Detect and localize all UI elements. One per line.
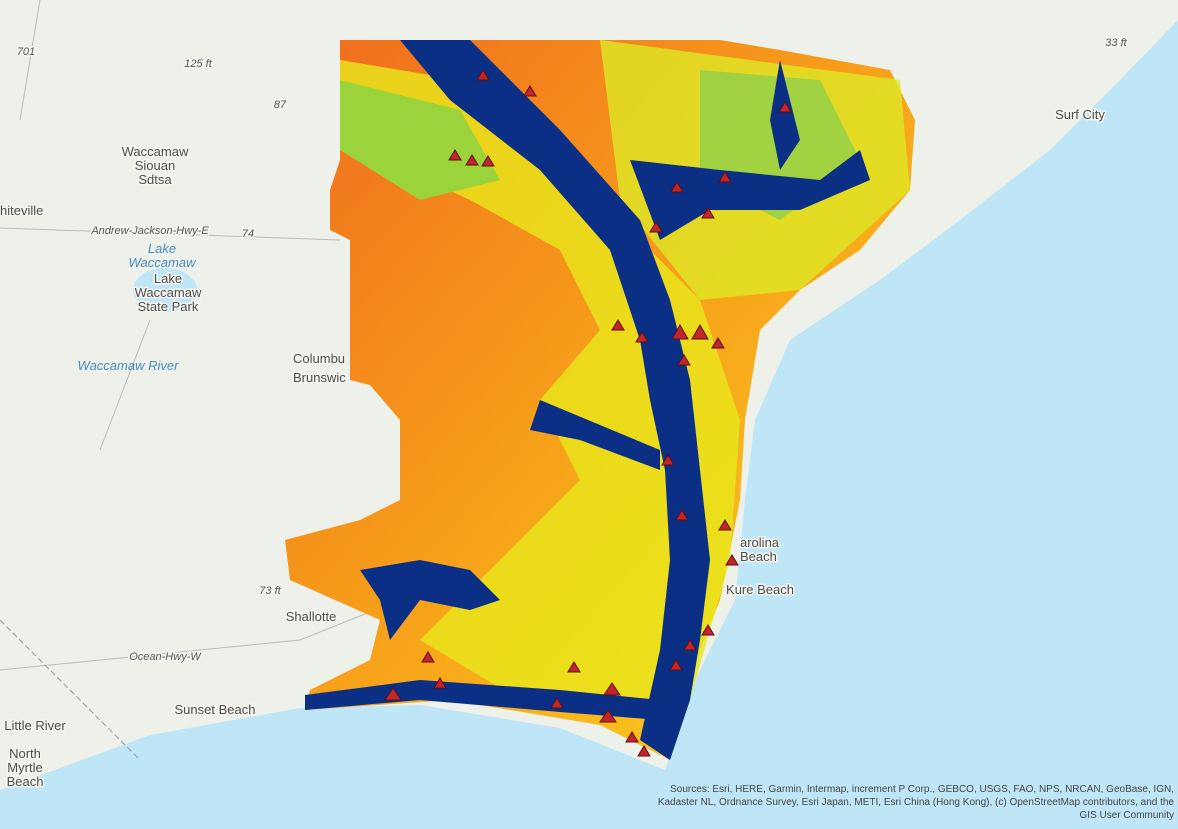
place-label: hiteville — [0, 203, 43, 218]
place-label: Myrtle — [7, 760, 42, 775]
attribution: Kadaster NL, Ordnance Survey, Esri Japan… — [658, 797, 1175, 808]
place-label: Waccamaw — [135, 285, 202, 300]
road-label: Andrew-Jackson-Hwy-E — [90, 225, 209, 237]
lake-label: Waccamaw — [129, 255, 198, 270]
road-label: 701 — [17, 46, 35, 58]
elevation-label: 73 ft — [259, 585, 281, 597]
place-label: Sdtsa — [138, 172, 172, 187]
place-label: Beach — [740, 549, 777, 564]
attribution: GIS User Community — [1080, 810, 1174, 821]
place-label: Beach — [7, 774, 44, 789]
place-label: Kure Beach — [726, 582, 794, 597]
site-markers — [384, 69, 792, 757]
place-label: Waccamaw — [122, 144, 189, 159]
place-label: Surf City — [1055, 107, 1105, 122]
place-label: Shallotte — [286, 609, 337, 624]
road-label: Ocean-Hwy-W — [129, 651, 202, 663]
place-label: Sunset Beach — [175, 702, 256, 717]
place-label: Lake — [154, 271, 182, 286]
lake — [133, 268, 197, 312]
place-label: Columbu — [293, 351, 345, 366]
place-label: North — [9, 746, 41, 761]
elevation-label: 125 ft — [184, 58, 212, 70]
ocean — [0, 20, 1178, 829]
road-label: 87 — [274, 99, 287, 111]
attribution: Sources: Esri, HERE, Garmin, Intermap, i… — [670, 784, 1174, 795]
place-label: Siouan — [135, 158, 175, 173]
place-label: Brunswic — [293, 370, 346, 385]
river-label: Waccamaw River — [78, 358, 180, 373]
place-label: Little River — [4, 718, 66, 733]
road-label: 74 — [242, 228, 254, 240]
lake-label: Lake — [148, 241, 176, 256]
place-label: arolina — [740, 535, 780, 550]
elevation-label: 33 ft — [1105, 37, 1127, 49]
place-label: State Park — [138, 299, 199, 314]
